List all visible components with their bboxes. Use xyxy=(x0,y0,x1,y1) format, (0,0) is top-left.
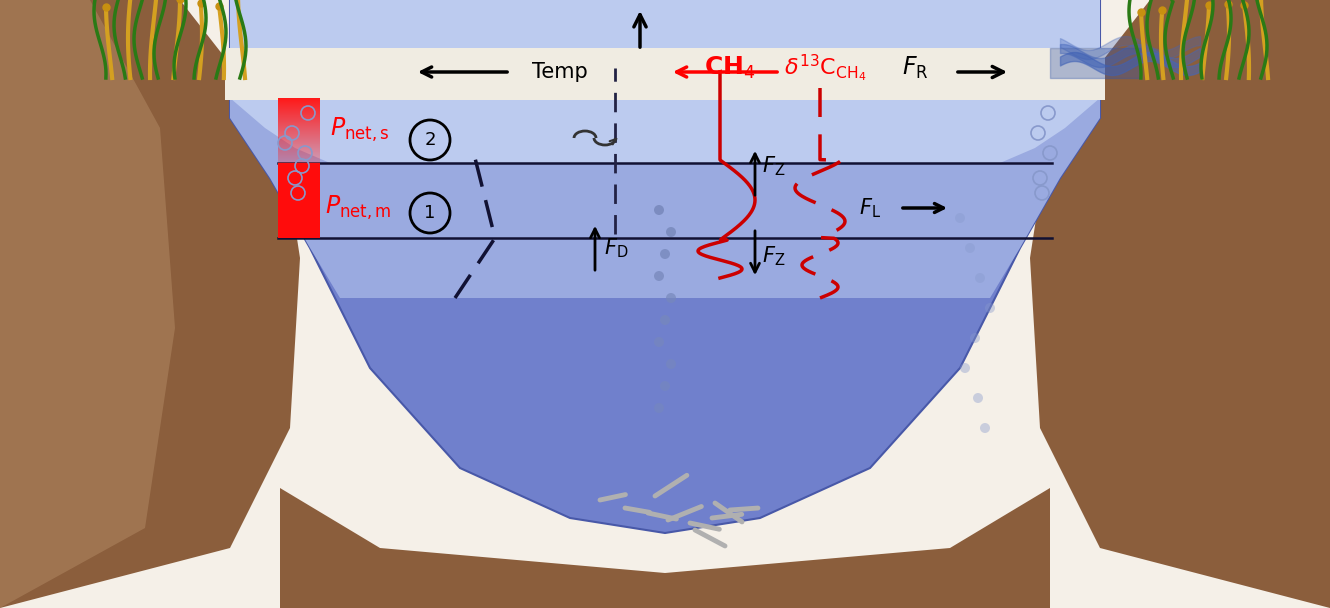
Polygon shape xyxy=(0,0,176,608)
Circle shape xyxy=(654,337,664,347)
Polygon shape xyxy=(1029,0,1330,608)
Circle shape xyxy=(974,393,983,403)
Circle shape xyxy=(966,243,975,253)
Text: 2: 2 xyxy=(424,131,436,149)
Polygon shape xyxy=(230,0,1100,533)
Text: $F_{\mathrm{Z}}$: $F_{\mathrm{Z}}$ xyxy=(762,244,786,268)
Polygon shape xyxy=(281,488,1049,608)
Circle shape xyxy=(986,303,995,313)
Circle shape xyxy=(660,249,670,259)
Text: $F_{\mathrm{D}}$: $F_{\mathrm{D}}$ xyxy=(604,236,628,260)
Circle shape xyxy=(654,205,664,215)
Circle shape xyxy=(970,333,980,343)
Text: $P_{\mathrm{net,s}}$: $P_{\mathrm{net,s}}$ xyxy=(330,116,390,144)
Polygon shape xyxy=(230,0,1100,298)
Polygon shape xyxy=(225,48,1105,100)
Circle shape xyxy=(654,403,664,413)
Text: 1: 1 xyxy=(424,204,436,222)
Polygon shape xyxy=(0,0,301,608)
Circle shape xyxy=(960,363,970,373)
Text: $F_{\mathrm{S}}$: $F_{\mathrm{S}}$ xyxy=(626,0,653,1)
Circle shape xyxy=(666,359,676,369)
Circle shape xyxy=(955,213,966,223)
Circle shape xyxy=(666,293,676,303)
Text: Temp: Temp xyxy=(532,62,588,82)
Text: $F_{\mathrm{R}}$: $F_{\mathrm{R}}$ xyxy=(902,55,928,81)
Circle shape xyxy=(980,423,990,433)
Circle shape xyxy=(660,315,670,325)
Circle shape xyxy=(654,271,664,281)
Circle shape xyxy=(666,227,676,237)
Text: CH$_4$: CH$_4$ xyxy=(704,55,755,81)
Polygon shape xyxy=(230,0,1100,163)
Text: $\delta^{13}$C$_{\mathrm{CH_4}}$: $\delta^{13}$C$_{\mathrm{CH_4}}$ xyxy=(783,52,866,84)
Text: $F_{\mathrm{L}}$: $F_{\mathrm{L}}$ xyxy=(859,196,880,220)
Text: $F_{\mathrm{Z}}$: $F_{\mathrm{Z}}$ xyxy=(762,154,786,178)
Circle shape xyxy=(660,381,670,391)
Circle shape xyxy=(975,273,986,283)
Text: $P_{\mathrm{net,m}}$: $P_{\mathrm{net,m}}$ xyxy=(325,194,391,222)
